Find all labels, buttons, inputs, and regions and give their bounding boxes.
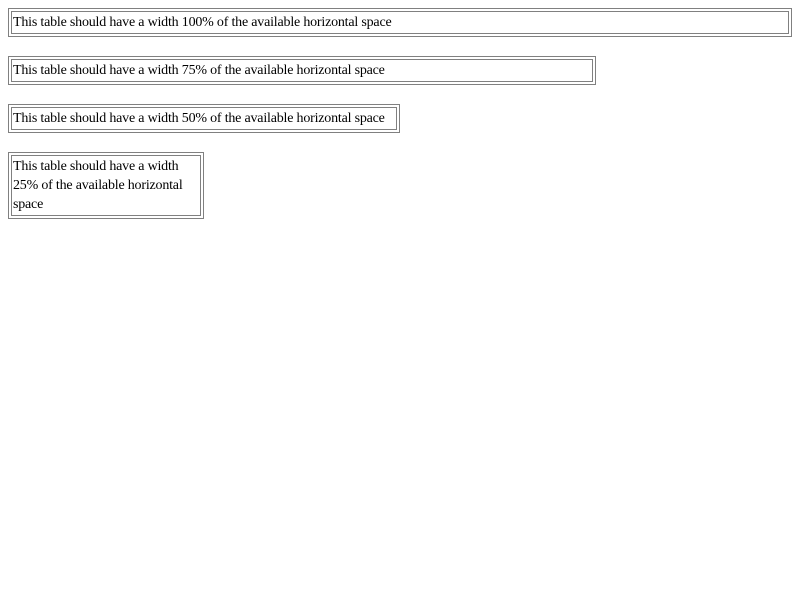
table-width-75: This table should have a width 75% of th… [8, 56, 596, 85]
table-row: This table should have a width 50% of th… [11, 107, 397, 130]
table-cell: This table should have a width 100% of t… [11, 11, 789, 34]
cell-text: This table should have a width 75% of th… [13, 63, 385, 78]
table-row: This table should have a width 25% of th… [11, 155, 201, 216]
page-content: This table should have a width 100% of t… [8, 8, 792, 219]
table-cell: This table should have a width 50% of th… [11, 107, 397, 130]
cell-text: This table should have a width 50% of th… [13, 111, 385, 126]
table-width-50: This table should have a width 50% of th… [8, 104, 400, 133]
table-row: This table should have a width 100% of t… [11, 11, 789, 34]
table-cell: This table should have a width 75% of th… [11, 59, 593, 82]
cell-text: This table should have a width 25% of th… [13, 159, 183, 212]
table-width-100: This table should have a width 100% of t… [8, 8, 792, 37]
cell-text: This table should have a width 100% of t… [13, 15, 392, 30]
table-row: This table should have a width 75% of th… [11, 59, 593, 82]
table-width-25: This table should have a width 25% of th… [8, 152, 204, 219]
table-cell: This table should have a width 25% of th… [11, 155, 201, 216]
